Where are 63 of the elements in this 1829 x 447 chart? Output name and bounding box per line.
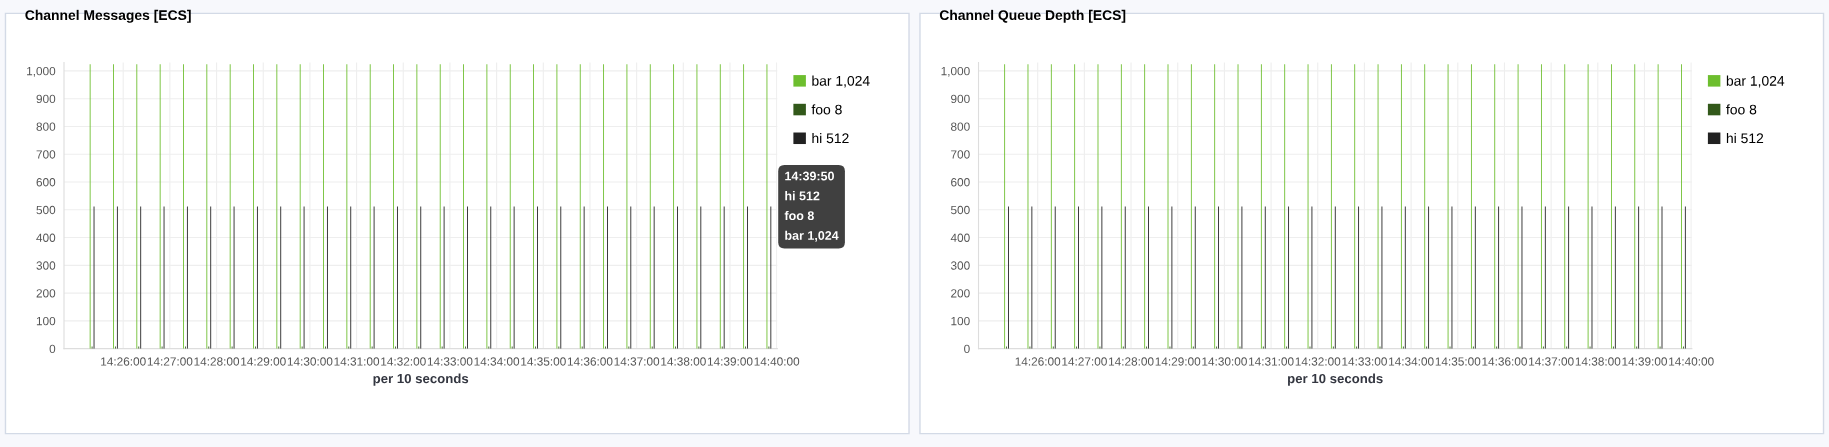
y-tick-label: 900 [36, 94, 56, 104]
chart-title: Channel Queue Depth [ECS] [939, 9, 1126, 23]
x-tick-label: 14:34:00 [474, 357, 520, 366]
x-tick-label: 14:28:00 [194, 357, 240, 366]
x-tick-label: 14:26:00 [1015, 357, 1061, 366]
y-tick-label: 300 [36, 261, 56, 270]
y-tick-label: 500 [36, 205, 56, 215]
chart-title: Channel Messages [ECS] [25, 9, 191, 23]
x-tick-label: 14:31:00 [1249, 357, 1294, 366]
y-tick-label: 500 [950, 205, 970, 215]
y-tick-label: 0 [964, 344, 970, 354]
x-tick-label: 14:35:00 [521, 357, 566, 366]
x-tick-label: 14:30:00 [287, 357, 333, 366]
y-tick-label: 700 [951, 150, 970, 159]
legend-label: foo 8 [1726, 104, 1757, 115]
x-tick-label: 14:40:00 [754, 357, 800, 366]
y-tick-label: 200 [951, 289, 970, 298]
y-tick-label: 400 [950, 233, 970, 242]
x-tick-label: 14:38:00 [661, 357, 706, 366]
x-tick-label: 14:31:00 [334, 357, 380, 366]
x-tick-label: 14:38:00 [1575, 357, 1621, 366]
x-tick-label: 14:27:00 [1062, 357, 1107, 366]
y-tick-label: 1,000 [27, 66, 56, 77]
x-tick-label: 14:26:00 [101, 357, 146, 366]
y-tick-label: 600 [36, 178, 56, 187]
legend-label: bar 1,024 [812, 75, 870, 88]
y-tick-label: 400 [36, 233, 56, 242]
x-tick-label: 14:32:00 [1295, 357, 1341, 366]
legend-label: hi 512 [1726, 133, 1764, 144]
y-tick-label: 900 [951, 94, 970, 104]
x-tick-label: 14:39:00 [707, 357, 753, 366]
y-tick-label: 200 [36, 289, 56, 298]
x-tick-label: 14:36:00 [567, 357, 613, 366]
x-tick-label: 14:36:00 [1482, 357, 1527, 366]
x-tick-label: 14:27:00 [147, 357, 193, 366]
x-axis-title: per 10 seconds [373, 373, 469, 386]
x-tick-label: 14:30:00 [1202, 357, 1247, 366]
y-tick-label: 600 [951, 178, 970, 187]
x-axis-title: per 10 seconds [1288, 373, 1383, 386]
y-tick-label: 800 [951, 122, 970, 131]
x-tick-label: 14:33:00 [1342, 357, 1387, 366]
text: 14:39:50 hi 512 foo 8 bar 1,024 [784, 171, 839, 242]
x-tick-label: 14:39:00 [1622, 357, 1668, 366]
y-tick-label: 100 [36, 316, 56, 326]
legend-label: foo 8 [811, 104, 842, 115]
x-tick-label: 14:32:00 [381, 357, 426, 366]
x-tick-label: 14:28:00 [1108, 357, 1154, 366]
legend-label: bar 1,024 [1726, 75, 1785, 88]
x-tick-label: 14:35:00 [1435, 357, 1481, 366]
x-tick-label: 14:34:00 [1389, 357, 1434, 366]
y-tick-label: 0 [49, 344, 56, 354]
x-tick-label: 14:29:00 [241, 357, 286, 366]
x-tick-label: 14:29:00 [1155, 357, 1201, 366]
y-tick-label: 100 [951, 316, 970, 326]
y-tick-label: 700 [36, 150, 56, 159]
x-tick-label: 14:40:00 [1669, 357, 1714, 366]
y-tick-label: 1,000 [941, 66, 970, 77]
y-tick-label: 800 [36, 122, 56, 131]
y-tick-label: 300 [950, 261, 970, 270]
legend-label: hi 512 [812, 133, 849, 144]
x-tick-label: 14:37:00 [614, 357, 660, 366]
x-tick-label: 14:37:00 [1529, 357, 1574, 366]
x-tick-label: 14:33:00 [427, 357, 473, 366]
